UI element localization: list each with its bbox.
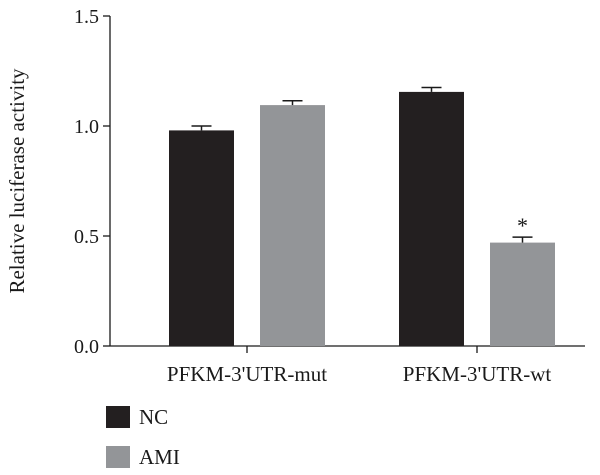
legend-label: NC [139, 405, 168, 429]
legend-swatch-nc [106, 406, 130, 428]
legend-label: AMI [139, 445, 180, 469]
bar-ami [260, 105, 325, 346]
y-tick-label: 0.0 [74, 336, 99, 358]
legend-swatch-ami [106, 446, 130, 468]
x-category-label: PFKM-3'UTR-mut [167, 362, 327, 386]
y-tick-label: 1.5 [74, 6, 99, 28]
significance-marker: * [517, 213, 528, 238]
y-tick-label: 1.0 [74, 116, 99, 138]
y-tick-label: 0.5 [74, 226, 99, 248]
bar-nc [169, 130, 234, 346]
bar-nc [399, 91, 464, 347]
bar-ami [490, 242, 555, 346]
y-axis-title: Relative luciferase activity [5, 68, 29, 294]
x-category-label: PFKM-3'UTR-wt [403, 362, 552, 386]
